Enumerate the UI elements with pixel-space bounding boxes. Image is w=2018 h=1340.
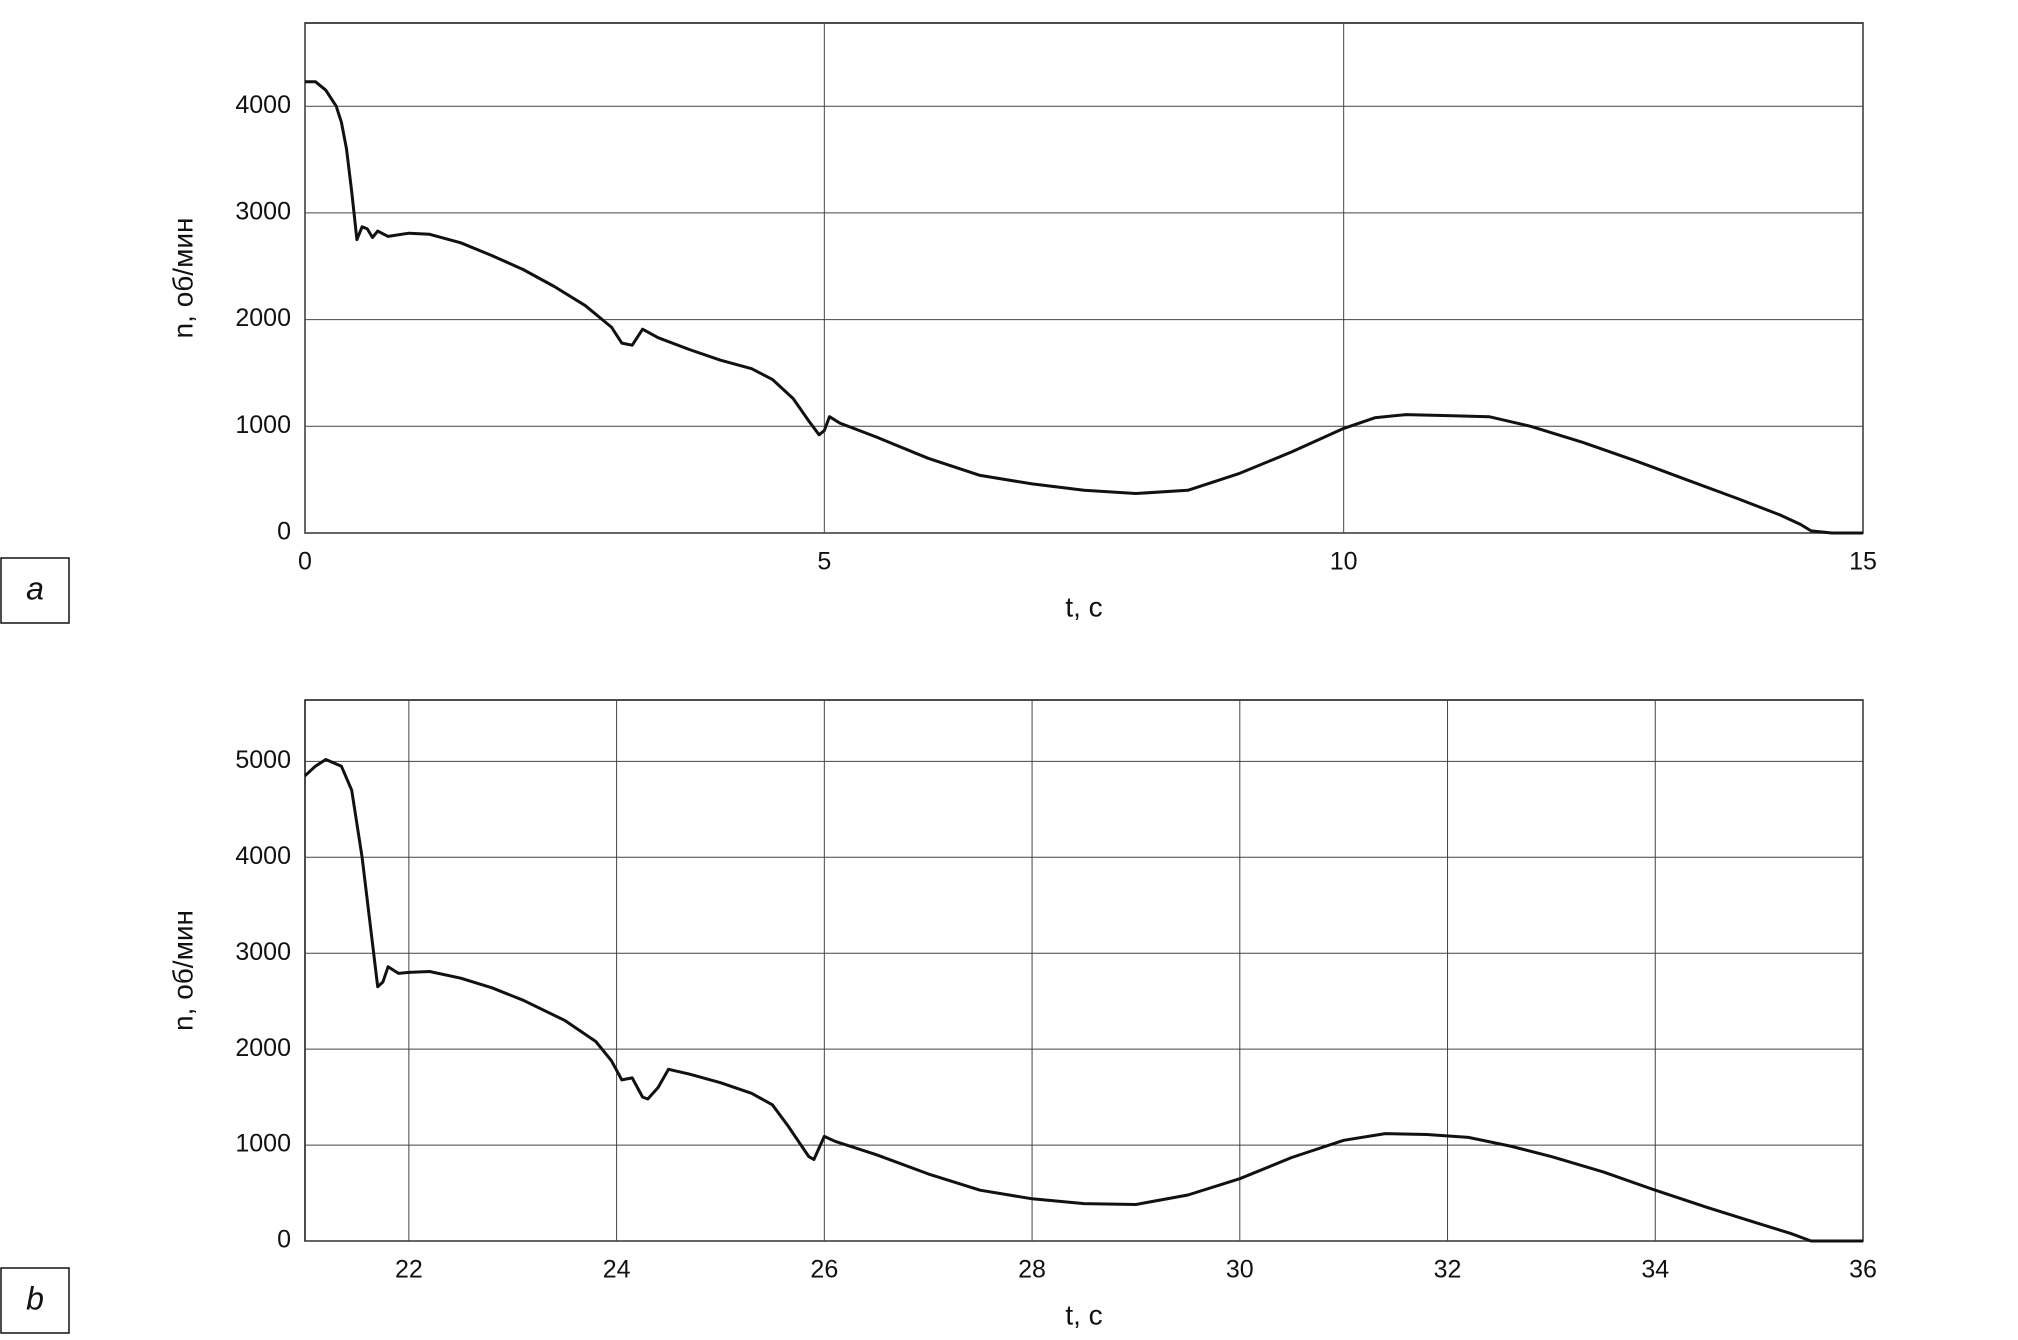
y-tick-label: 1000: [235, 1130, 291, 1158]
x-axis-label: t, с: [1065, 1299, 1102, 1330]
panel-label-box: [0, 1267, 70, 1334]
x-tick-label: 5: [817, 548, 831, 576]
x-tick-label: 10: [1330, 548, 1358, 576]
x-tick-label: 28: [1018, 1256, 1046, 1284]
y-tick-label: 4000: [235, 91, 291, 119]
x-tick-label: 36: [1849, 1256, 1877, 1284]
x-tick-label: 30: [1226, 1256, 1254, 1284]
panel-label: b: [26, 1280, 44, 1316]
y-tick-label: 2000: [235, 1034, 291, 1062]
y-tick-label: 4000: [235, 842, 291, 870]
data-line: [305, 80, 1863, 535]
x-tick-label: 15: [1849, 548, 1877, 576]
panel-label-box: [0, 557, 70, 624]
y-axis-label: n, об/мин: [167, 218, 198, 339]
y-tick-label: 0: [277, 518, 291, 546]
y-tick-label: 2000: [235, 304, 291, 332]
y-tick-label: 0: [277, 1226, 291, 1254]
y-tick-label: 1000: [235, 411, 291, 439]
y-axis-label: n, об/мин: [167, 910, 198, 1031]
y-tick-label: 3000: [235, 198, 291, 226]
x-tick-label: 24: [603, 1256, 631, 1284]
x-axis-label: t, с: [1065, 591, 1102, 622]
x-tick-label: 22: [395, 1256, 423, 1284]
x-tick-label: 0: [298, 548, 312, 576]
panel-label: a: [26, 570, 44, 606]
plot-frame: [304, 699, 1864, 1242]
data-line: [303, 758, 1863, 1243]
y-tick-label: 3000: [235, 938, 291, 966]
x-tick-label: 34: [1641, 1256, 1669, 1284]
x-tick-label: 32: [1434, 1256, 1462, 1284]
y-tick-label: 5000: [235, 746, 291, 774]
x-tick-label: 26: [810, 1256, 838, 1284]
